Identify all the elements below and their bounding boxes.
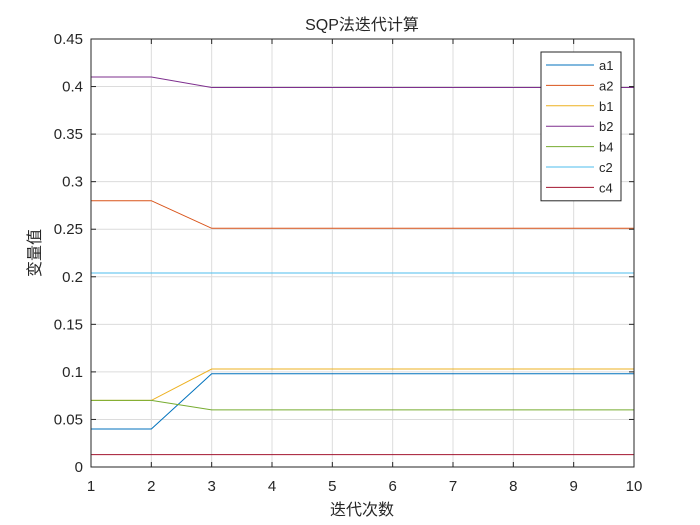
- y-tick-label: 0.05: [54, 411, 83, 428]
- y-tick-label: 0.2: [62, 269, 83, 286]
- x-tick-label: 10: [626, 478, 643, 495]
- plot-area-border: [90, 38, 635, 468]
- legend-label-b1: b1: [599, 99, 613, 114]
- axis-ticks: 1 2 3 4 5 6 7 8 9 10 0 0.05 0.1 0.15 0.2 0.25 0.3 0.35 0.4…: [54, 31, 643, 495]
- y-tick-label: 0.4: [62, 79, 83, 96]
- y-tick-label: 0.25: [54, 221, 83, 238]
- x-tick-label: 7: [449, 478, 457, 495]
- legend-label-b4: b4: [599, 140, 613, 155]
- y-tick-label: 0.35: [54, 126, 83, 143]
- series-line-a1: [91, 373, 634, 430]
- y-tick-label: 0.3: [62, 174, 83, 191]
- legend-label-c4: c4: [599, 180, 613, 195]
- y-tick-label: 0.15: [54, 316, 83, 333]
- y-tick-label: 0.45: [54, 31, 83, 48]
- chart-title: SQP法迭代计算: [305, 15, 419, 34]
- x-tick-label: 5: [328, 478, 336, 495]
- x-tick-label: 2: [147, 478, 155, 495]
- y-tick-label: 0.1: [62, 364, 83, 381]
- x-tick-label: 9: [569, 478, 577, 495]
- series-line-b1: [91, 368, 634, 401]
- series-line-a2: [91, 200, 634, 229]
- legend-label-c2: c2: [599, 160, 613, 175]
- legend-label-b2: b2: [599, 119, 613, 134]
- x-tick-label: 3: [207, 478, 215, 495]
- y-tick-label: 0: [75, 459, 83, 476]
- legend: a1 a2 b1 b2 b4 c2 c4: [540, 51, 622, 202]
- x-tick-label: 4: [268, 478, 276, 495]
- series-line-b4: [91, 399, 634, 411]
- x-axis-label: 迭代次数: [330, 501, 394, 519]
- legend-label-a1: a1: [599, 58, 613, 73]
- x-tick-label: 8: [509, 478, 517, 495]
- y-axis-label: 变量值: [26, 229, 44, 277]
- x-tick-label: 1: [87, 478, 95, 495]
- x-tick-label: 6: [388, 478, 396, 495]
- legend-label-a2: a2: [599, 78, 613, 93]
- series-layer: [91, 76, 634, 456]
